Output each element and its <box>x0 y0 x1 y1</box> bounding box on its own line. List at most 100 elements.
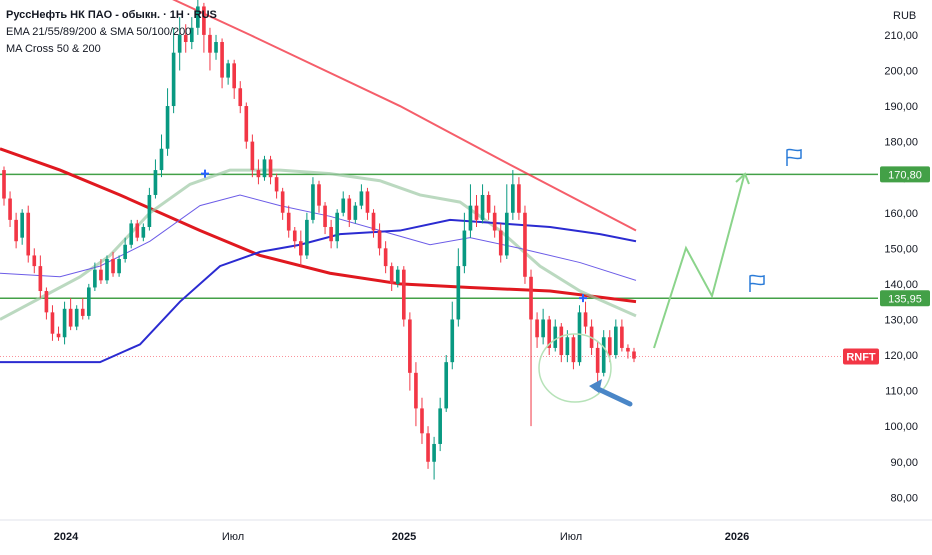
candle-body <box>26 212 31 256</box>
candle-body <box>93 269 97 288</box>
current-price-badge <box>843 348 879 365</box>
candle-body <box>480 194 485 220</box>
candle-body <box>468 205 473 231</box>
candle-body <box>141 226 146 238</box>
candle-body <box>196 6 200 28</box>
candle-body <box>601 337 606 373</box>
candle-body <box>444 362 449 409</box>
candle-body <box>62 308 67 338</box>
candle-body <box>371 212 376 231</box>
candle-body <box>256 170 261 178</box>
candle-body <box>220 42 224 78</box>
candle-body <box>523 212 527 277</box>
candle-body <box>68 308 73 327</box>
highlight-circle <box>538 333 612 403</box>
candle-body <box>80 308 85 316</box>
candle-body <box>299 241 303 256</box>
candle-body <box>202 6 206 35</box>
y-tick-label: 190,00 <box>884 101 918 113</box>
candle-body <box>317 184 321 206</box>
y-tick-label: 150,00 <box>884 243 918 255</box>
flag-icon <box>749 274 765 292</box>
candle-body <box>335 212 339 242</box>
current-price-symbol: RNFT <box>846 351 876 363</box>
pointer-arrow <box>593 385 633 407</box>
candle-body <box>147 194 152 227</box>
level-price-badge <box>880 166 930 183</box>
candle-body <box>511 184 515 213</box>
candle-body <box>547 319 552 348</box>
candle-body <box>632 351 636 359</box>
candle-body <box>86 287 91 316</box>
y-tick-label: 100,00 <box>884 421 918 433</box>
candle-body <box>2 170 6 199</box>
candle-body <box>153 170 158 195</box>
candle-body <box>353 205 358 220</box>
sma-200-line <box>172 0 637 232</box>
candle-body <box>171 52 176 107</box>
x-tick-label: Июл <box>560 531 582 543</box>
indicator-legend-ema-sma: EMA 21/55/89/200 & SMA 50/100/200 <box>6 26 192 38</box>
candle-body <box>401 269 406 320</box>
candle-body <box>359 191 364 206</box>
level-price-label: 170,80 <box>888 169 922 181</box>
candle-body <box>389 266 394 284</box>
ma-cross-marker <box>579 294 587 303</box>
y-tick-label: 120,00 <box>884 350 918 362</box>
candle-body <box>129 223 134 245</box>
candle-body <box>232 63 237 89</box>
candle-body <box>414 372 418 409</box>
candle-body <box>432 443 436 462</box>
candle-body <box>365 191 370 213</box>
candle-body <box>311 184 315 220</box>
candle-body <box>183 34 188 43</box>
candle-body <box>583 312 588 327</box>
candle-body <box>274 177 279 192</box>
candle-body <box>529 276 533 320</box>
candle-body <box>438 408 442 444</box>
candle-body <box>571 337 576 363</box>
candle-body <box>111 259 115 274</box>
candle-body <box>408 319 412 373</box>
y-tick-label: 130,00 <box>884 314 918 326</box>
candle-body <box>123 244 127 259</box>
candle-body <box>20 212 24 238</box>
y-tick-label: 210,00 <box>884 30 918 42</box>
candle-body <box>559 326 564 356</box>
chart-title: РуссНефть НК ПАО - обыкн. · 1Н · RUS <box>6 9 217 21</box>
candle-body <box>238 88 243 107</box>
candle-body <box>244 106 249 142</box>
candle-body <box>541 319 545 338</box>
currency-label: RUB <box>893 10 916 22</box>
x-tick-label: 2024 <box>54 531 79 543</box>
y-tick-label: 80,00 <box>890 492 918 504</box>
candle-body <box>262 159 267 178</box>
candle-body <box>595 347 600 373</box>
candle-body <box>99 269 103 281</box>
y-tick-label: 160,00 <box>884 208 918 220</box>
candle-body <box>450 319 455 363</box>
x-tick-label: Июл <box>222 531 244 543</box>
candle-body <box>292 230 297 242</box>
y-tick-label: 140,00 <box>884 279 918 291</box>
candle-body <box>607 337 612 356</box>
candle-body <box>250 141 255 171</box>
candle-body <box>347 198 352 220</box>
candle-body <box>50 312 55 334</box>
price-axis <box>878 0 932 550</box>
candle-body <box>56 333 61 338</box>
candle-body <box>426 433 430 462</box>
candle-body <box>32 255 37 267</box>
candle-body <box>159 148 164 171</box>
candle-body <box>165 106 170 149</box>
y-tick-label: 90,00 <box>890 457 918 469</box>
candle-body <box>395 269 400 284</box>
candle-body <box>341 198 346 213</box>
candle-body <box>517 184 521 213</box>
candle-body <box>14 219 18 242</box>
candle-body <box>377 230 382 249</box>
candle-body <box>329 226 333 242</box>
candle-body <box>8 198 12 220</box>
